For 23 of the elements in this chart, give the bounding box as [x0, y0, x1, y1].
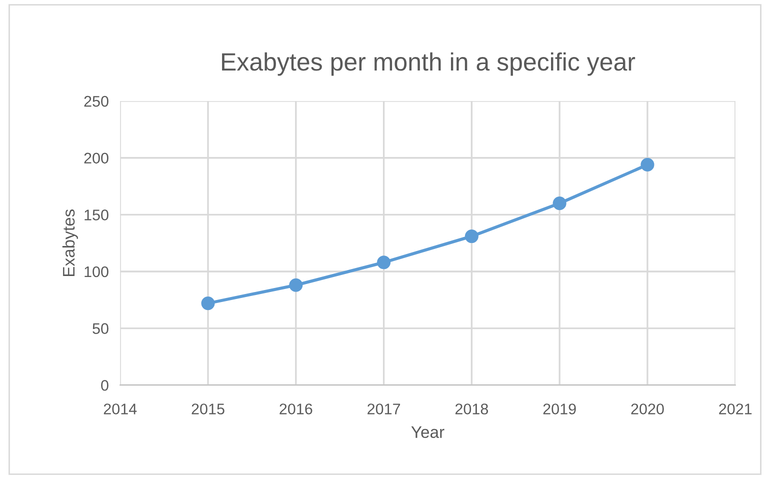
x-tick-label: 2019	[543, 404, 576, 414]
chart-title: Exabytes per month in a specific year	[222, 52, 636, 76]
x-tick-label: 2021	[719, 404, 752, 414]
y-tick-label: 200	[84, 152, 108, 164]
point	[377, 256, 391, 270]
y-axis-title: Exabytes	[62, 209, 78, 276]
x-tick-label: 2016	[280, 404, 312, 414]
point	[640, 158, 654, 172]
point	[201, 296, 215, 310]
y-tick-label: 0	[101, 380, 108, 391]
y-tick-label: 100	[84, 266, 108, 278]
x-tick-label: 2015	[192, 404, 224, 414]
x-axis-title: Year	[411, 426, 444, 438]
x-tick-label: 2020	[631, 404, 664, 414]
x-tick-label: 2014	[104, 404, 137, 414]
y-tick-label: 50	[92, 323, 108, 334]
point	[289, 278, 303, 292]
x-tick-label: 2017	[368, 404, 400, 414]
x-tick-label: 2018	[455, 404, 488, 414]
y-tick-label: 250	[84, 96, 108, 107]
y-tick-label: 150	[84, 210, 108, 220]
point	[464, 230, 478, 244]
point	[552, 196, 566, 210]
